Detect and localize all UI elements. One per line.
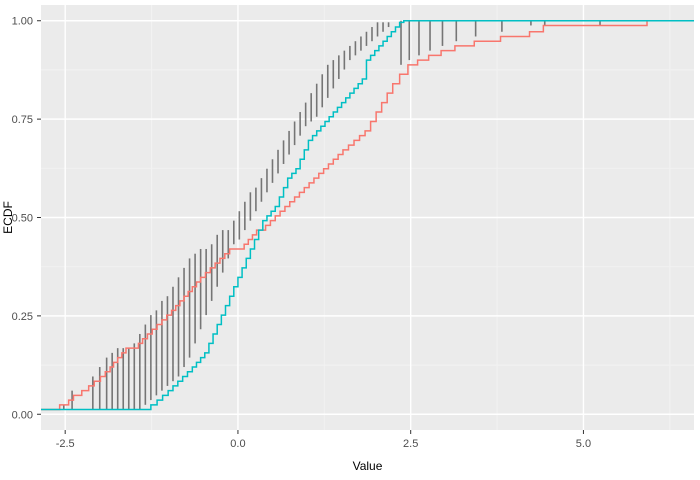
x-tick-label: -2.5 bbox=[56, 438, 75, 450]
y-axis-title: ECDF bbox=[1, 201, 15, 234]
axis-tick-marks bbox=[37, 20, 584, 434]
x-tick-label: 0.0 bbox=[230, 438, 245, 450]
ecdf-curve-group_teal bbox=[41, 19, 694, 411]
x-axis-title: Value bbox=[353, 459, 383, 473]
axis-tick-labels: -2.5 0.0 2.5 5.0 0.00 0.25 0.50 0.75 1.00 bbox=[12, 16, 592, 450]
y-tick-label: 0.75 bbox=[12, 114, 33, 126]
y-tick-label: 0.25 bbox=[12, 311, 33, 323]
ecdf-difference-segments bbox=[63, 20, 601, 410]
y-tick-label: 0.00 bbox=[12, 409, 33, 421]
x-tick-label: 2.5 bbox=[403, 438, 418, 450]
y-tick-label: 0.50 bbox=[12, 213, 33, 225]
y-tick-label: 1.00 bbox=[12, 16, 33, 28]
ecdf-series-lines bbox=[41, 19, 694, 411]
ecdf-curve-group_red bbox=[41, 19, 694, 411]
x-tick-label: 5.0 bbox=[576, 438, 591, 450]
